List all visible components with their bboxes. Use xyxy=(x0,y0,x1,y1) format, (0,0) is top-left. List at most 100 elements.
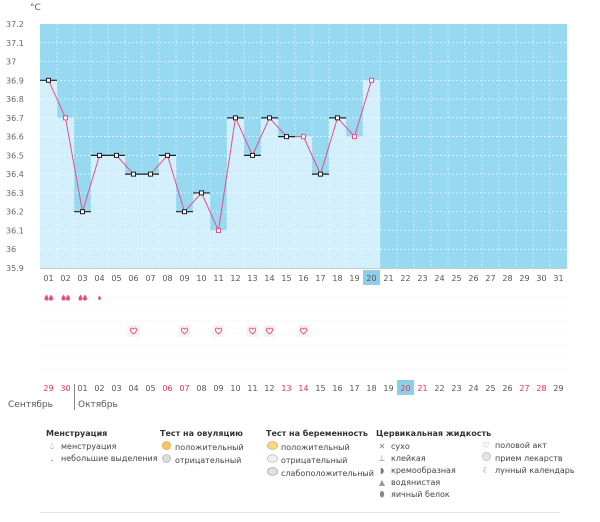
drop-large-icon: 💧︎ xyxy=(50,441,54,452)
intercourse-heart-icon xyxy=(181,327,188,335)
spotting-drop xyxy=(98,295,101,300)
cycle-day-label: 04 xyxy=(94,274,104,283)
legend-label: клейкая xyxy=(391,454,426,463)
y-tick-label: 36.9 xyxy=(6,76,24,85)
legend-title-ovulation: Тест на овуляцию xyxy=(160,429,243,438)
legend-item: ▲ водянистая xyxy=(376,477,491,489)
month-label: Октябрь xyxy=(78,400,118,410)
legend-label: кремообразная xyxy=(391,466,456,475)
temperature-marker xyxy=(199,190,204,196)
temperature-bar xyxy=(295,136,312,268)
legend-item: слабоположительный xyxy=(266,467,374,480)
menstruation-drop xyxy=(61,294,66,301)
temperature-marker xyxy=(352,134,357,140)
legend-label: отрицательный xyxy=(281,455,348,465)
y-tick-label: 36.6 xyxy=(6,133,24,142)
legend-label: отрицательный xyxy=(175,455,242,465)
moon-icon: ☾ xyxy=(482,466,490,475)
intercourse-cell xyxy=(297,325,310,337)
temperature-point xyxy=(369,77,374,83)
legend-label: менструация xyxy=(61,442,117,451)
temperature-marker xyxy=(165,152,170,158)
cycle-day-label: 15 xyxy=(281,274,291,283)
intercourse-heart-icon xyxy=(266,327,273,335)
cycle-day-label: 26 xyxy=(468,274,478,283)
calendar-date-label: 27 xyxy=(519,384,529,393)
calendar-date-label: 06 xyxy=(162,384,172,393)
intercourse-heart-icon xyxy=(300,327,307,335)
temperature-marker xyxy=(97,152,102,158)
legend-cervical: Цервикальная жидкость ✕ сухо ⊥ клейкая ◗ кр… xyxy=(376,428,491,501)
cycle-day-label: 13 xyxy=(247,274,257,283)
temperature-bar xyxy=(210,230,227,268)
temperature-point xyxy=(63,115,68,121)
legend-item: положительный xyxy=(266,441,374,454)
intercourse-cell xyxy=(212,325,225,337)
intercourse-cell xyxy=(127,325,140,337)
cycle-day-label: 10 xyxy=(196,274,206,283)
cycle-day-label: 05 xyxy=(111,274,121,283)
pregnancy-negative-icon xyxy=(266,454,278,467)
cycle-day-label: 03 xyxy=(77,274,87,283)
calendar-date-label: 18 xyxy=(366,384,376,393)
intercourse-cell xyxy=(263,325,276,337)
calendar-date-label: 26 xyxy=(502,384,512,393)
temperature-point xyxy=(329,115,346,121)
cycle-day-label: 18 xyxy=(332,274,342,283)
temperature-marker xyxy=(369,77,374,83)
legend-other: ♡ половой акт прием лекарств ☾ лунный кале… xyxy=(480,440,575,477)
temperature-point xyxy=(142,171,159,177)
calendar-date-label: 07 xyxy=(179,384,189,393)
temperature-bar xyxy=(74,211,91,268)
temperature-point xyxy=(40,77,57,83)
calendar-date-label: 05 xyxy=(145,384,155,393)
cycle-day-label: 06 xyxy=(128,274,138,283)
temperature-marker xyxy=(80,209,85,215)
calendar-date-label: 09 xyxy=(213,384,223,393)
calendar-date-label: 13 xyxy=(281,384,291,393)
calendar-date-label: 04 xyxy=(128,384,138,393)
cycle-day-label: 22 xyxy=(400,274,410,283)
temperature-bar xyxy=(159,155,176,268)
y-tick-label: 37.2 xyxy=(6,20,24,29)
cycle-day-label: 08 xyxy=(162,274,172,283)
temperature-point xyxy=(352,134,357,140)
menstruation-drop xyxy=(48,294,54,301)
temperature-point xyxy=(216,227,221,233)
calendar-date-label: 03 xyxy=(111,384,121,393)
intercourse-cell xyxy=(178,325,191,337)
legend-menstruation: Менструация 💧︎ менструация 💧︎ небольшие вы… xyxy=(46,428,158,465)
temperature-bar xyxy=(278,136,295,268)
cycle-day-label: 23 xyxy=(417,274,427,283)
calendar-date-label: 30 xyxy=(60,384,70,393)
current-day-highlight xyxy=(363,270,380,285)
cycle-day-label: 12 xyxy=(230,274,240,283)
temperature-point xyxy=(108,152,125,158)
legend-label: прием лекарств xyxy=(495,453,563,463)
calendar-date-label: 24 xyxy=(468,384,478,393)
legend-item: отрицательный xyxy=(160,454,244,467)
y-tick-label: 37 xyxy=(6,58,16,67)
temperature-point xyxy=(301,134,306,140)
calendar-date-label: 25 xyxy=(485,384,495,393)
temperature-point xyxy=(176,209,193,215)
calendar-date-label: 23 xyxy=(451,384,461,393)
temperature-point xyxy=(261,115,278,121)
temperature-marker xyxy=(335,115,340,121)
menstruation-drop xyxy=(78,294,83,301)
y-tick-label: 36 xyxy=(6,245,16,254)
legend-label: лунный календарь xyxy=(495,466,575,475)
legend-item: ✕ сухо xyxy=(376,441,491,453)
calendar-date-label: 02 xyxy=(94,384,104,393)
y-tick-label: 36.2 xyxy=(6,208,24,217)
temperature-marker xyxy=(318,171,323,177)
cycle-day-label: 02 xyxy=(60,274,70,283)
dry-icon: ✕ xyxy=(378,442,386,451)
temperature-chart: °C 35.9 36 36.1 36.2 36.3 36.4 36.5 36.6 36.7 36.… xyxy=(6,3,567,410)
legend-item: прием лекарств xyxy=(480,452,575,465)
cycle-day-label: 24 xyxy=(434,274,444,283)
calendar-date-label: 08 xyxy=(196,384,206,393)
legend-ovulation: Тест на овуляцию положительный отрицател… xyxy=(160,428,244,467)
intercourse-cell xyxy=(246,325,259,337)
temperature-marker xyxy=(46,77,51,83)
